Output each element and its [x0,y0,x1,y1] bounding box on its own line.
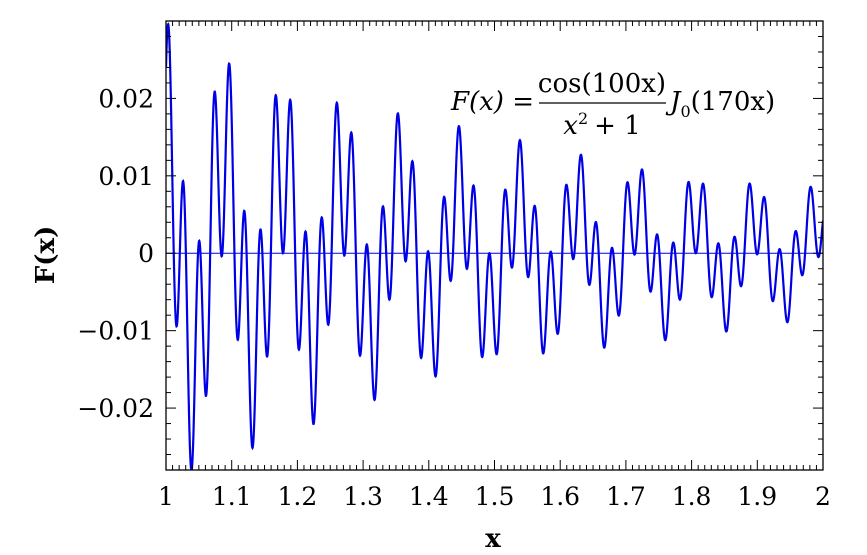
x-tick-label: 1.5 [475,482,515,511]
formula-annotation: F(x) = cos(100x) x2 + 1 J0(170x) [450,69,775,141]
y-axis-label: F(x) [31,226,61,285]
x-tick-label: 2 [815,482,831,511]
y-tick-label: −0.01 [77,317,154,346]
ticks-layer [165,20,824,471]
x-tick-label: 1 [158,482,174,511]
x-tick-label: 1.9 [737,482,777,511]
y-tick-label: −0.02 [77,394,154,423]
x-axis-label: x [485,524,501,554]
x-tick-label: 1.3 [343,482,383,511]
y-tick-label: 0.01 [98,162,154,191]
series-layer [166,22,823,470]
formula-denominator: x2 + 1 [563,109,640,141]
formula-bessel: J0(170x) [665,87,775,121]
x-tick-label: 1.8 [672,482,712,511]
formula-numerator: cos(100x) [538,69,666,99]
x-tick-label: 1.6 [540,482,580,511]
formula-lhs: F(x) = [450,87,534,117]
y-tick-label: 0.02 [98,84,154,113]
x-tick-labels: 1 1.1 1.2 1.3 1.4 1.5 1.6 1.7 1.8 1.9 2 [158,482,831,511]
x-tick-label: 1.4 [409,482,449,511]
y-tick-labels: −0.02 −0.01 0 0.01 0.02 [77,84,154,423]
series-line [166,22,823,470]
y-tick-label: 0 [138,239,154,268]
x-tick-label: 1.7 [606,482,646,511]
x-tick-label: 1.1 [212,482,252,511]
x-tick-label: 1.2 [278,482,318,511]
